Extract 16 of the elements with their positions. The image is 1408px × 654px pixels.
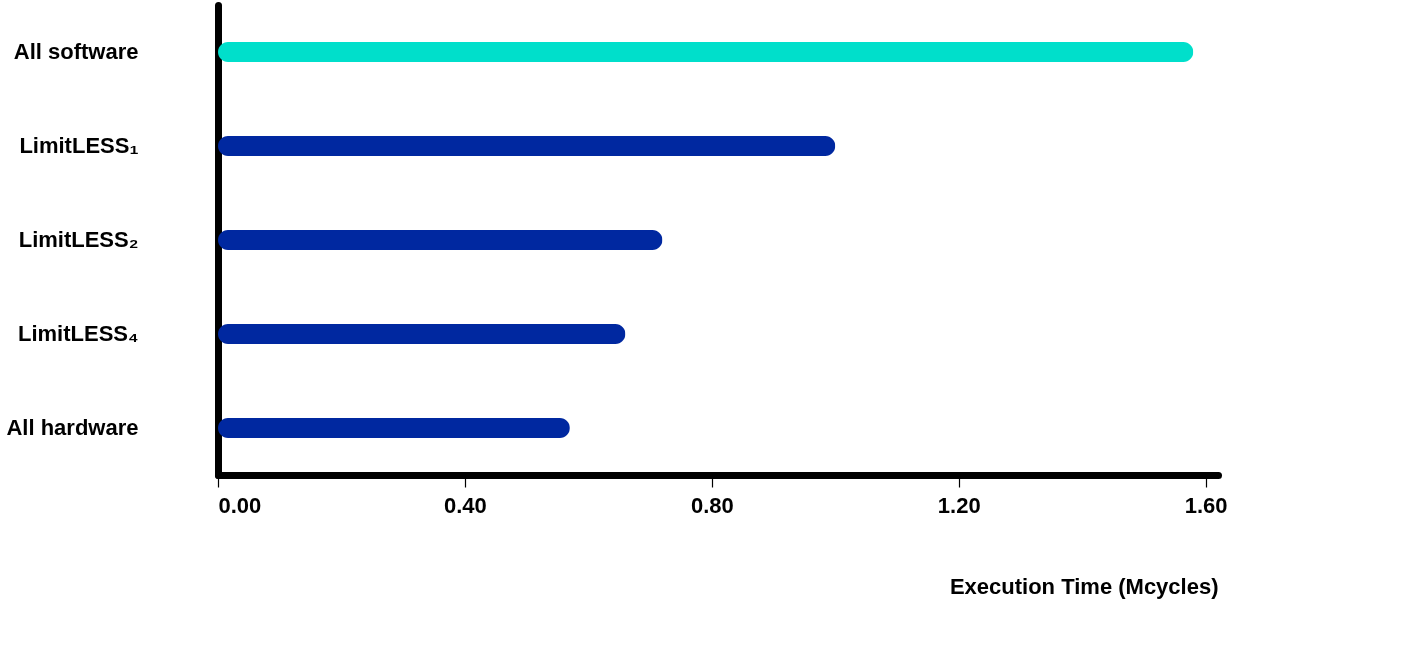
bar <box>218 136 836 156</box>
x-tick-label: 1.20 <box>937 492 981 518</box>
bar <box>218 42 1194 62</box>
y-tick-label: All hardware <box>6 415 139 440</box>
y-tick-label: LimitLESS₁ <box>19 133 139 158</box>
bar <box>218 418 570 438</box>
x-tick-label: 0.40 <box>444 492 487 518</box>
y-tick-label: All software <box>13 39 139 64</box>
x-tick-label: 0.00 <box>218 492 262 518</box>
x-axis-title: Execution Time (Mcycles) <box>949 573 1219 599</box>
bar <box>218 230 663 250</box>
x-tick-label: 1.60 <box>1184 492 1228 518</box>
y-tick-label: LimitLESS₄ <box>18 321 139 346</box>
x-tick-label: 0.80 <box>690 492 734 518</box>
y-tick-label: LimitLESS₂ <box>18 227 139 252</box>
bar <box>218 324 626 344</box>
